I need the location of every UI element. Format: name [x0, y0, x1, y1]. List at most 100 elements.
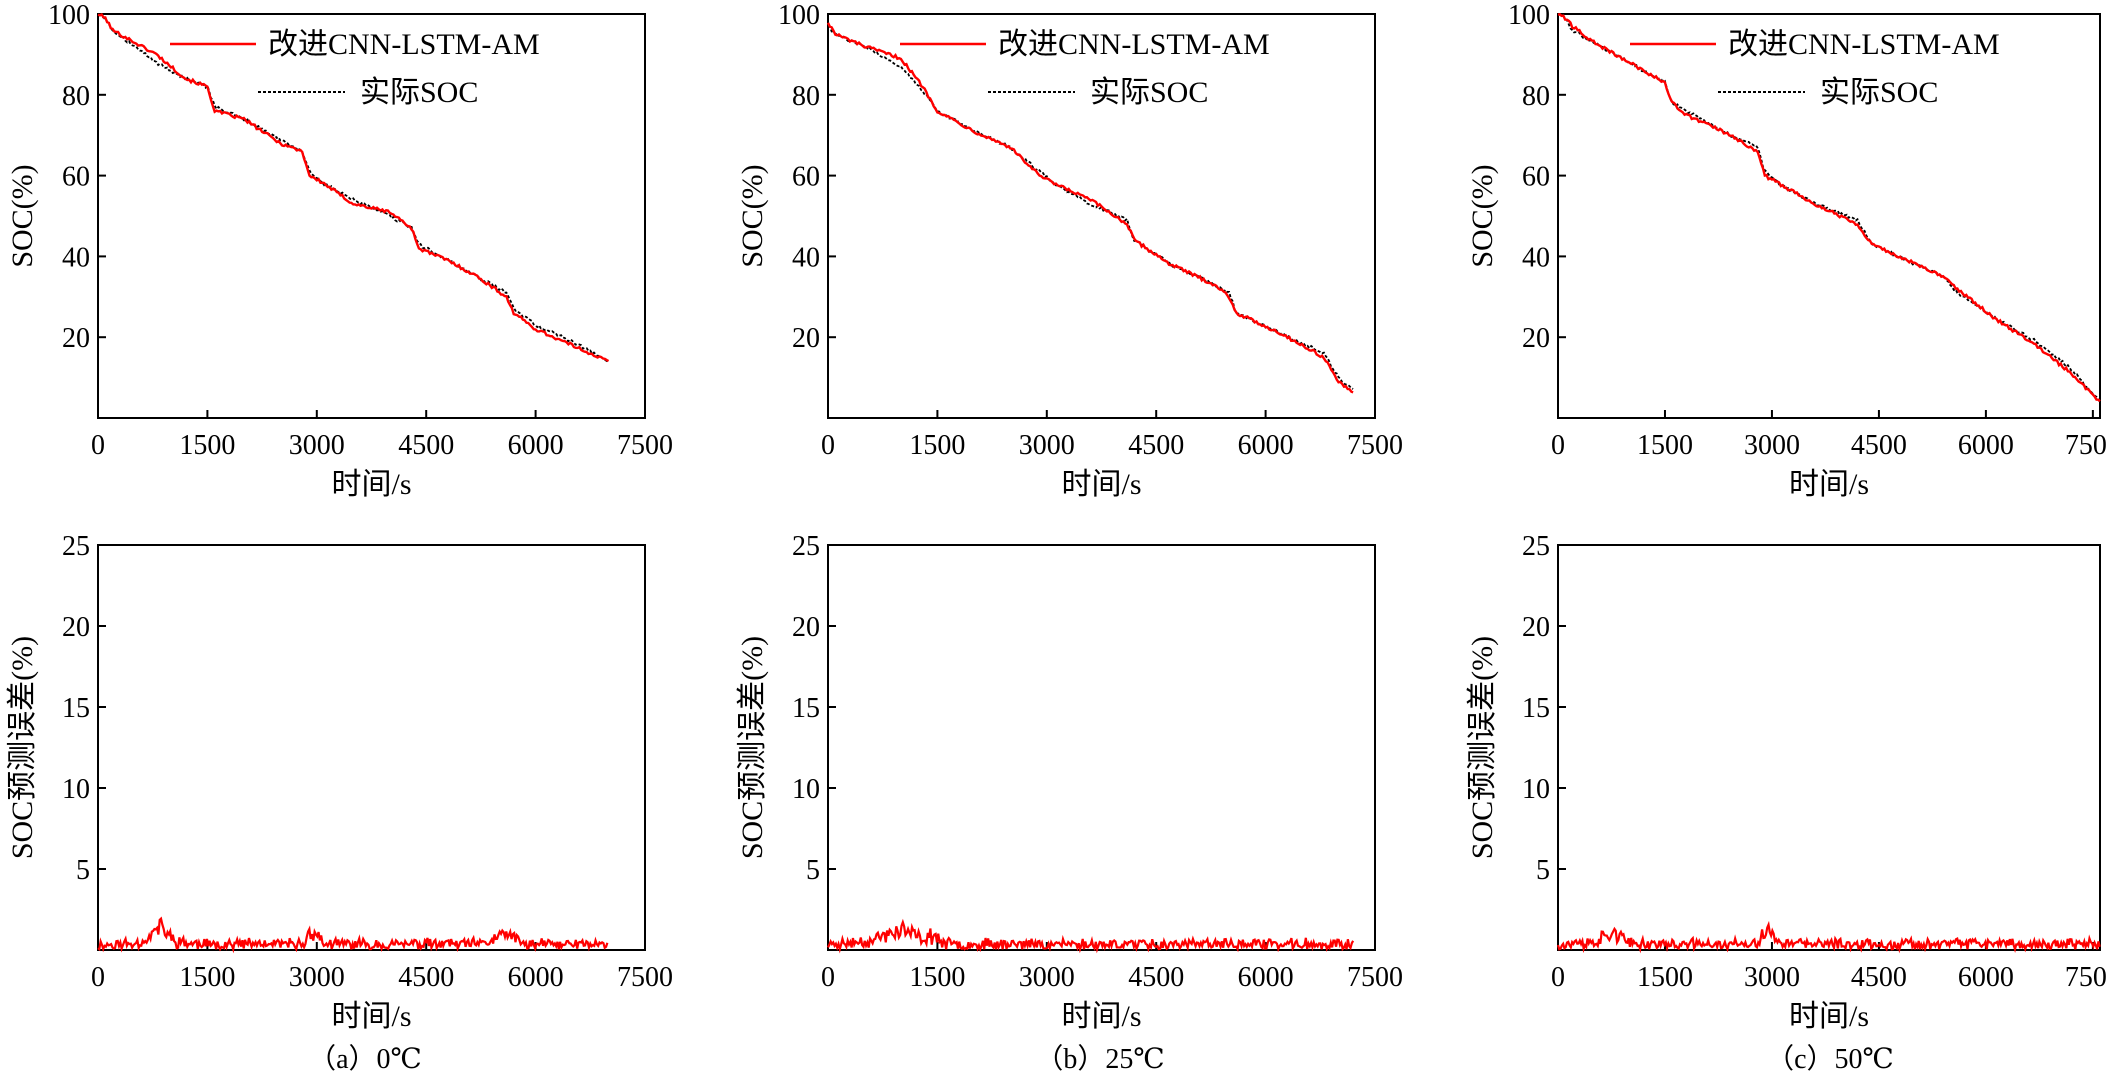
x-tick-label: 0	[1551, 430, 1565, 461]
plot-frame	[827, 544, 1376, 951]
y-axis-label: SOC预测误差(%)	[1466, 636, 1499, 859]
series-pred-soc-line	[1557, 13, 2101, 403]
series-pred-soc-line	[97, 13, 610, 363]
y-tick-label: 80	[1522, 81, 1550, 112]
series-error-line	[97, 916, 609, 954]
y-tick-label: 20	[62, 612, 90, 643]
y-tick-label: 60	[792, 162, 820, 193]
y-tick-label: 10	[62, 774, 90, 805]
plot-frame	[1557, 544, 2101, 951]
y-tick-label: 20	[62, 323, 90, 354]
x-tick-label: 6000	[1238, 962, 1294, 993]
x-tick-label: 3000	[1744, 430, 1800, 461]
y-tick-label: 60	[1522, 162, 1550, 193]
x-tick-label: 7500	[617, 430, 673, 461]
plot-frame	[97, 544, 646, 951]
plot-frame	[827, 13, 1376, 419]
y-tick-label: 15	[62, 693, 90, 724]
x-tick-label: 7500	[617, 962, 673, 993]
x-tick-label: 1500	[909, 430, 965, 461]
x-tick-label: 1500	[1637, 430, 1693, 461]
y-tick-label: 40	[792, 242, 820, 273]
x-tick-label: 4500	[1851, 430, 1907, 461]
x-tick-label: 0	[821, 962, 835, 993]
x-tick-label: 7500	[1347, 430, 1403, 461]
y-tick-label: 60	[62, 162, 90, 193]
chart-a-bottom: 0 1500 3000 4500 6000 7500 5 10 15 20 25 时间/s SOC预测误…	[6, 531, 673, 1033]
legend-actual-label: 实际SOC	[1820, 76, 1938, 109]
x-tick-label: 3000	[289, 962, 345, 993]
y-tick-label: 100	[48, 0, 90, 31]
y-tick-label: 20	[792, 323, 820, 354]
legend-pred-label: 改进CNN-LSTM-AM	[268, 28, 540, 61]
chart-c-bottom: 0 1500 3000 4500 6000 7500 5 10 15 20 25 时间/s SOC预测误…	[1466, 531, 2107, 1033]
caption-a: （a）0℃	[308, 1043, 422, 1075]
y-tick-label: 25	[62, 531, 90, 562]
x-tick-label: 3000	[1744, 962, 1800, 993]
series-actual-soc-line	[97, 13, 609, 363]
y-tick-label: 5	[1536, 855, 1550, 886]
legend-pred-label: 改进CNN-LSTM-AM	[1728, 28, 2000, 61]
legend-c-top: 改进CNN-LSTM-AM 实际SOC	[1630, 28, 2000, 109]
y-tick-label: 15	[1522, 693, 1550, 724]
y-tick-label: 20	[1522, 612, 1550, 643]
x-tick-label: 3000	[1019, 962, 1075, 993]
y-tick-label: 25	[1522, 531, 1550, 562]
x-tick-label: 0	[91, 962, 105, 993]
x-tick-label: 1500	[179, 962, 235, 993]
x-tick-label: 3000	[289, 430, 345, 461]
chart-b-top: 0 1500 3000 4500 6000 7500 20 40 60 80 100 时间/s SOC(…	[736, 0, 1403, 501]
y-axis-label: SOC(%)	[1466, 164, 1499, 267]
x-tick-label: 7500	[2065, 430, 2107, 461]
chart-b-bottom: 0 1500 3000 4500 6000 7500 5 10 15 20 25 时间/s SOC预测误…	[736, 531, 1403, 1033]
x-axis-label: 时间/s	[331, 468, 411, 501]
x-axis-label: 时间/s	[1061, 468, 1141, 501]
legend-actual-label: 实际SOC	[1090, 76, 1208, 109]
x-tick-label: 4500	[1851, 962, 1907, 993]
series-pred-soc-line	[826, 22, 1354, 394]
legend-a-top: 改进CNN-LSTM-AM 实际SOC	[170, 28, 540, 109]
x-axis-label: 时间/s	[1789, 468, 1869, 501]
y-tick-label: 10	[792, 774, 820, 805]
x-tick-label: 1500	[1637, 962, 1693, 993]
y-tick-label: 40	[62, 242, 90, 273]
series-actual-soc-line	[1557, 13, 2101, 403]
x-tick-label: 1500	[909, 962, 965, 993]
y-axis-label: SOC预测误差(%)	[6, 636, 39, 859]
chart-c-top: 0 1500 3000 4500 6000 7500 20 40 60 80 100 时间/s SOC(…	[1466, 0, 2107, 501]
y-tick-label: 15	[792, 693, 820, 724]
legend-b-top: 改进CNN-LSTM-AM 实际SOC	[900, 28, 1270, 109]
x-tick-label: 6000	[1238, 430, 1294, 461]
y-tick-label: 100	[1508, 0, 1550, 31]
legend-pred-label: 改进CNN-LSTM-AM	[998, 28, 1270, 61]
y-axis-label: SOC预测误差(%)	[736, 636, 769, 859]
y-tick-label: 5	[806, 855, 820, 886]
x-tick-label: 6000	[1958, 962, 2014, 993]
y-tick-label: 40	[1522, 242, 1550, 273]
caption-c: （c）50℃	[1766, 1043, 1894, 1075]
x-axis-label: 时间/s	[1061, 1000, 1141, 1033]
x-tick-label: 4500	[1128, 962, 1184, 993]
plot-frame	[1557, 13, 2101, 419]
x-tick-label: 0	[91, 430, 105, 461]
x-tick-label: 4500	[398, 962, 454, 993]
x-tick-label: 4500	[398, 430, 454, 461]
x-tick-label: 3000	[1019, 430, 1075, 461]
plot-frame	[97, 13, 646, 419]
y-tick-label: 80	[62, 81, 90, 112]
y-axis-label: SOC(%)	[6, 164, 39, 267]
y-tick-label: 20	[792, 612, 820, 643]
y-tick-label: 80	[792, 81, 820, 112]
caption-b: （b）25℃	[1035, 1043, 1164, 1075]
x-axis-label: 时间/s	[1789, 1000, 1869, 1033]
x-tick-label: 7500	[2065, 962, 2107, 993]
y-tick-label: 5	[76, 855, 90, 886]
y-tick-label: 25	[792, 531, 820, 562]
x-tick-label: 0	[1551, 962, 1565, 993]
x-tick-label: 4500	[1128, 430, 1184, 461]
legend-actual-label: 实际SOC	[360, 76, 478, 109]
x-tick-label: 6000	[508, 430, 564, 461]
y-tick-label: 100	[778, 0, 820, 31]
x-tick-label: 7500	[1347, 962, 1403, 993]
